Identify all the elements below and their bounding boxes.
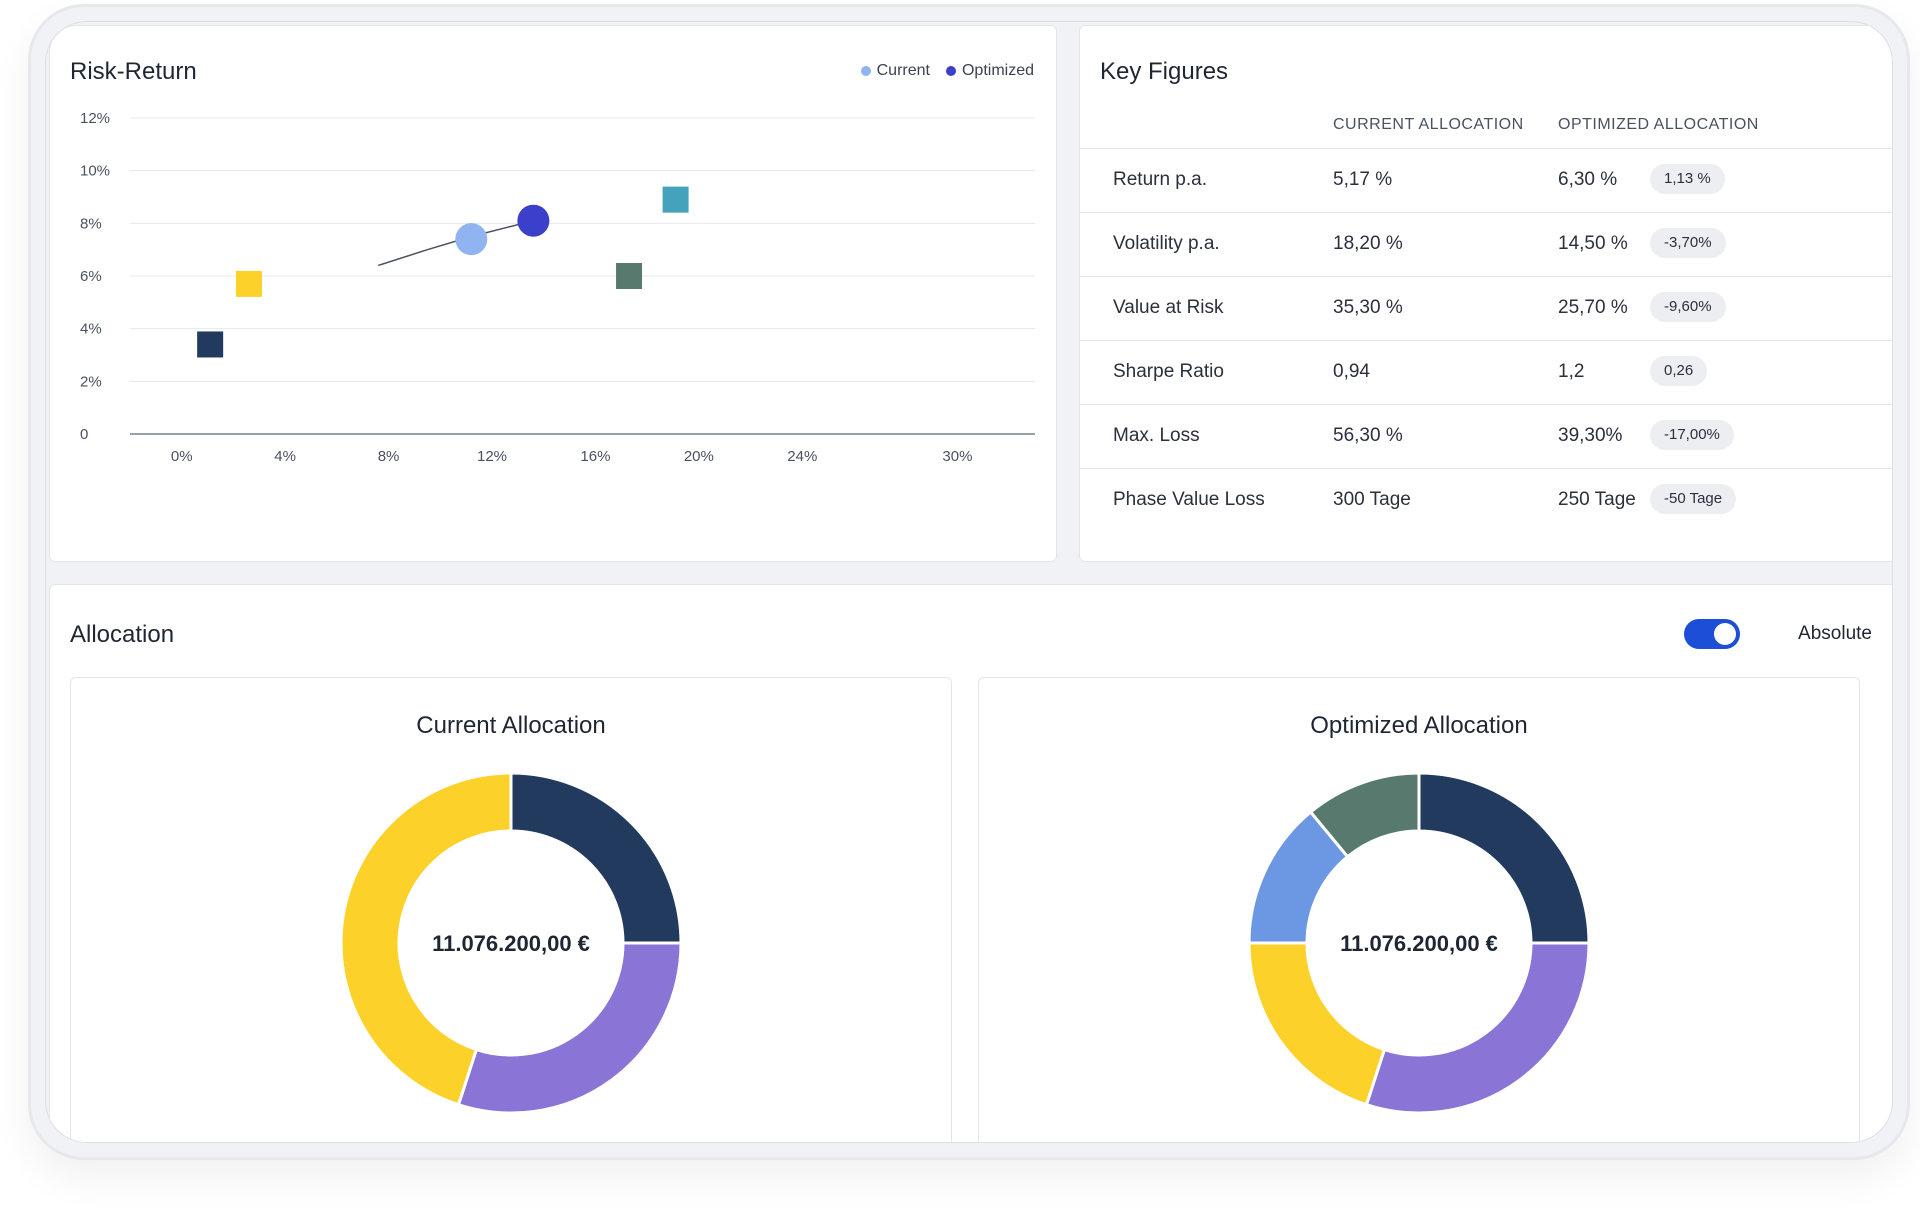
y-tick-label: 8% [80,215,102,232]
table-row: Volatility p.a. 18,20 % 14,50 % -3,70% [1080,212,1892,277]
y-tick-label: 0 [80,426,88,443]
table-row: Phase Value Loss 300 Tage 250 Tage -50 Tage [1080,468,1892,533]
donut-slice[interactable] [339,771,513,1107]
optimized-allocation-donut [1247,771,1591,1115]
risk-return-card: Risk-Return Current Optimized 0 2% 4% 6% 8% 1… [49,25,1057,562]
x-tick-label: 12% [477,448,507,465]
optimized-allocation-total: 11.076.200,00 € [1340,931,1498,956]
asset-square-marker [662,186,689,213]
absolute-toggle-label: Absolute [1798,623,1872,644]
key-figures-card: Key Figures CURRENT ALLOCATION OPTIMIZED… [1079,25,1892,562]
delta-badge: 0,26 [1650,356,1708,386]
legend-dot-icon [945,66,956,76]
current-value: 56,30 % [1333,425,1403,446]
donut-slice[interactable] [1247,941,1387,1107]
metric-label: Volatility p.a. [1113,233,1220,254]
x-tick-label: 20% [684,448,714,465]
legend-item-optimized[interactable]: Optimized [945,62,1034,80]
optimized-value: 250 Tage [1558,489,1636,510]
toggle-knob [1714,623,1736,645]
delta-badge: -3,70% [1650,228,1726,258]
legend-item-current[interactable]: Current [860,62,930,80]
current-value: 0,94 [1333,361,1370,382]
metric-label: Max. Loss [1113,425,1200,446]
x-tick-label: 30% [942,448,972,465]
current-portfolio-point [455,223,488,256]
asset-square-marker [616,263,643,289]
table-row: Value at Risk 35,30 % 25,70 % -9,60% [1080,276,1892,341]
delta-badge: -17,00% [1650,420,1734,450]
current-allocation-donut [339,771,683,1115]
current-allocation-total: 11.076.200,00 € [432,931,590,956]
column-header-optimized: OPTIMIZED ALLOCATION [1558,116,1759,133]
y-tick-label: 4% [80,321,102,338]
optimized-allocation-panel: Optimized Allocation 11.076.200,00 € [978,677,1860,1142]
chart-legend: Current Optimized [860,62,1034,80]
donut-slice[interactable] [509,771,683,945]
legend-label: Optimized [961,62,1034,79]
column-header-current: CURRENT ALLOCATION [1333,116,1524,133]
optimized-allocation-title: Optimized Allocation [1310,712,1528,739]
y-tick-label: 6% [80,268,102,285]
asset-square-marker [197,331,224,358]
donut-slice[interactable] [456,941,683,1115]
optimized-value: 14,50 % [1558,233,1628,254]
optimized-value: 25,70 % [1558,297,1628,318]
delta-badge: -50 Tage [1650,484,1737,514]
optimized-value: 1,2 [1558,361,1585,382]
screen: Risk-Return Current Optimized 0 2% 4% 6% 8% 1… [45,21,1893,1143]
x-tick-label: 8% [378,448,400,465]
device-frame: Risk-Return Current Optimized 0 2% 4% 6% 8% 1… [28,4,1910,1160]
absolute-toggle[interactable] [1684,619,1740,649]
y-tick-label: 2% [80,373,102,390]
allocation-card: Allocation Absolute Current Allocation 1… [49,584,1892,1142]
risk-return-title: Risk-Return [70,58,197,85]
asset-square-marker [235,270,262,297]
donut-slice[interactable] [1308,771,1421,859]
legend-label: Current [876,62,930,79]
x-tick-label: 16% [580,448,610,465]
delta-badge: 1,13 % [1650,164,1725,194]
metric-label: Sharpe Ratio [1113,361,1224,382]
current-value: 300 Tage [1333,489,1411,510]
donut-slice[interactable] [1364,941,1591,1115]
optimized-value: 6,30 % [1558,169,1618,190]
current-value: 18,20 % [1333,233,1403,254]
optimized-value: 39,30% [1558,425,1623,446]
metric-label: Return p.a. [1113,169,1207,190]
y-tick-label: 10% [80,163,110,180]
table-row: Max. Loss 56,30 % 39,30% -17,00% [1080,404,1892,469]
current-value: 35,30 % [1333,297,1403,318]
x-tick-label: 4% [274,448,296,465]
current-allocation-title: Current Allocation [416,712,606,739]
table-row: Return p.a. 5,17 % 6,30 % 1,13 % [1080,148,1892,213]
table-row: Sharpe Ratio 0,94 1,2 0,26 [1080,340,1892,405]
efficient-frontier-line [377,219,534,267]
legend-dot-icon [860,66,871,76]
x-tick-label: 24% [787,448,817,465]
delta-badge: -9,60% [1650,292,1726,322]
key-figures-title: Key Figures [1100,58,1229,85]
y-tick-label: 12% [80,110,110,127]
current-allocation-panel: Current Allocation 11.076.200,00 € [70,677,952,1142]
metric-label: Phase Value Loss [1113,489,1265,510]
optimized-portfolio-point [517,204,550,237]
donut-slice[interactable] [1417,771,1591,945]
x-tick-label: 0% [171,448,193,465]
metric-label: Value at Risk [1113,297,1224,318]
current-value: 5,17 % [1333,169,1393,190]
allocation-title: Allocation [70,621,175,648]
risk-return-chart: 0 2% 4% 6% 8% 10% 12% 0% 4% 8% 12% 16% 20% 24% 30% [80,110,1035,465]
